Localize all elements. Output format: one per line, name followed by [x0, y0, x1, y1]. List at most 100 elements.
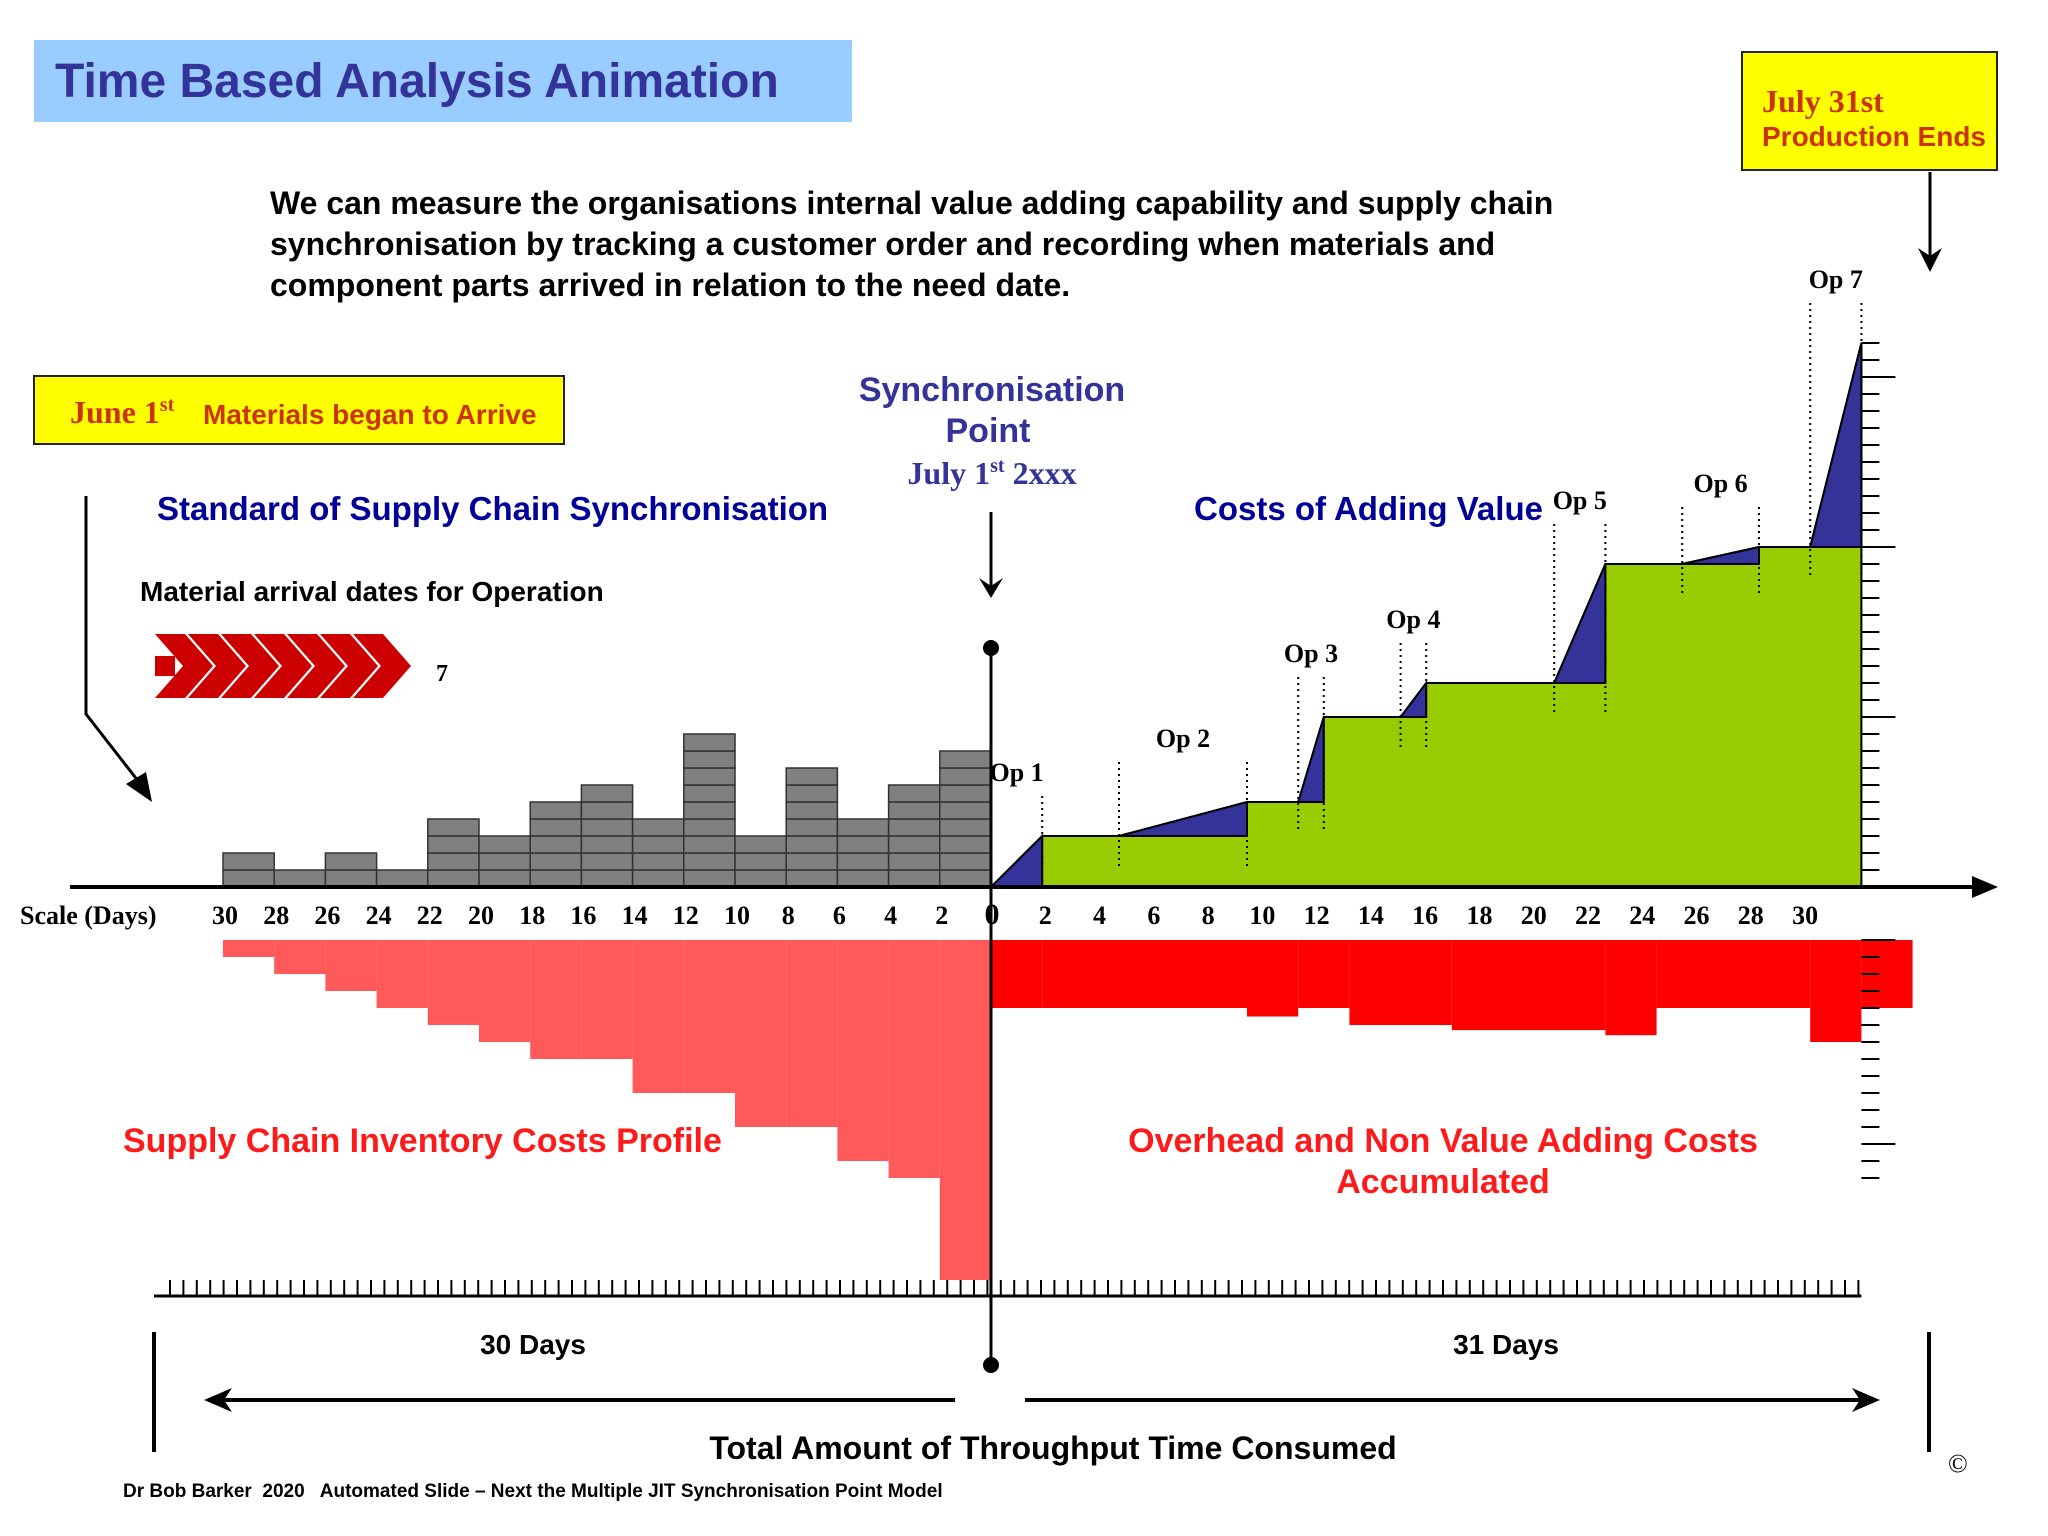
- supply-bar-block: [939, 818, 992, 837]
- supply-bar-block: [631, 869, 685, 888]
- material-arrival-label: Material arrival dates for Operation: [140, 576, 604, 607]
- inventory-step: [530, 940, 582, 1059]
- supply-bar-block: [836, 835, 890, 854]
- scale-label: Scale (Days): [20, 901, 156, 930]
- supply-bar-block: [785, 835, 839, 854]
- scale-tick-label: 14: [1358, 901, 1384, 930]
- overhead-step: [1042, 940, 1247, 1008]
- supply-bar-block: [683, 784, 736, 803]
- supply-bar-block: [683, 733, 736, 752]
- material-op-number: 7: [436, 661, 448, 687]
- inventory-step: [965, 940, 991, 1280]
- value-step-op-5: [1552, 563, 1607, 684]
- end-date-box: [1741, 51, 1998, 171]
- supply-bar-block: [580, 784, 634, 803]
- right-heading: Costs of Adding Value: [1194, 490, 1543, 527]
- inventory-step: [632, 940, 684, 1093]
- scale-tick-label: 22: [1575, 901, 1601, 930]
- overhead-step: [1810, 940, 1862, 1042]
- material-chevron-icon: [188, 634, 246, 698]
- op-label: Op 3: [1284, 639, 1338, 668]
- supply-bar-block: [683, 767, 736, 786]
- sync-point-subtitle: Point: [946, 412, 1031, 450]
- scale-tick-label: 16: [1412, 901, 1438, 930]
- scale-tick-label: 24: [1629, 901, 1655, 930]
- sync-point-title: Synchronisation: [859, 371, 1125, 409]
- supply-bar-block: [529, 801, 583, 820]
- supply-bar-block: [324, 869, 378, 888]
- supply-bar-block: [939, 767, 992, 786]
- left-duration: 30 Days: [480, 1329, 586, 1360]
- op-label: Op 6: [1694, 469, 1748, 498]
- sync-bottom-dot: [983, 1357, 999, 1373]
- overhead-step: [991, 940, 1043, 1008]
- supply-bar-block: [836, 818, 890, 837]
- supply-bar-block: [222, 852, 275, 871]
- value-step-op-2: [1118, 800, 1248, 837]
- footer-text: Dr Bob Barker 2020 Automated Slide – Nex…: [123, 1481, 943, 1502]
- sync-top-dot: [983, 640, 999, 656]
- op-dotted-lines: [1041, 303, 1863, 887]
- op-labels: Op 1 Op 2 Op 3 Op 4 Op 5 Op 6 Op 7: [990, 265, 1863, 787]
- intro-line-1: We can measure the organisations interna…: [270, 185, 1553, 221]
- op-label: Op 4: [1386, 605, 1440, 634]
- end-arrow-head-icon: [1918, 248, 1942, 272]
- overhead-profile: [991, 940, 1913, 1042]
- supply-bar-block: [683, 750, 736, 769]
- material-chevron-icon: [320, 634, 378, 698]
- supply-bar-block: [785, 767, 839, 786]
- value-step-op-7: [1808, 342, 1863, 548]
- supply-bar-block: [478, 869, 531, 888]
- scale-tick-label: 12: [673, 901, 699, 930]
- scale-tick-label: 24: [366, 901, 392, 930]
- inventory-step: [479, 940, 531, 1042]
- inventory-step: [581, 940, 633, 1059]
- page-title: Time Based Analysis Animation: [55, 55, 779, 108]
- op-label: Op 1: [990, 758, 1044, 787]
- scale-tick-label: 26: [1684, 901, 1710, 930]
- supply-bar-block: [683, 869, 736, 888]
- supply-bar-block: [734, 869, 787, 888]
- scale-tick-label: 8: [782, 901, 795, 930]
- overhead-step: [1605, 940, 1657, 1036]
- supply-bar-block: [887, 784, 941, 803]
- scale-tick-label: 20: [468, 901, 494, 930]
- sync-year: 2xxx: [1005, 455, 1077, 491]
- op-label: Op 2: [1156, 724, 1210, 753]
- supply-bar-block: [683, 852, 736, 871]
- inventory-step: [888, 940, 940, 1178]
- value-step-op-1: [988, 833, 1044, 888]
- scale-tick-label: 30: [1792, 901, 1818, 930]
- scale-tick-label: 6: [1147, 901, 1160, 930]
- start-arrow-head-icon: [126, 772, 152, 802]
- start-date: June 1: [70, 394, 160, 430]
- supply-bar-block: [939, 750, 992, 769]
- supply-bar-block: [887, 852, 941, 871]
- supply-bar-block: [478, 852, 531, 871]
- op-label: Op 7: [1809, 265, 1863, 294]
- start-date-text: Materials began to Arrive: [203, 399, 537, 430]
- supply-bar-block: [529, 835, 583, 854]
- inventory-step: [274, 940, 326, 974]
- inventory-step: [735, 940, 787, 1127]
- scale-tick-label: 28: [1738, 901, 1764, 930]
- material-chevron-tail: [155, 656, 175, 676]
- material-chevron-icon: [287, 634, 345, 698]
- scale-tick-label: 14: [622, 901, 648, 930]
- supply-bar-block: [939, 801, 992, 820]
- value-step-op-4: [1398, 680, 1428, 718]
- right-scale: [1861, 342, 1896, 1179]
- scale-tick-label: 6: [833, 901, 846, 930]
- material-chevron-icon: [353, 634, 411, 698]
- scale-tick-labels: 30 28 26 24 22 20 18 16 14 12 10 8 6 4 2 2 4 6 8 10 12 14 16 18…: [212, 901, 1818, 930]
- scale-tick-label: 28: [263, 901, 289, 930]
- supply-bar-block: [580, 835, 634, 854]
- material-chevron-icon: [254, 634, 312, 698]
- overhead-step: [1349, 940, 1452, 1025]
- supply-bar-block: [683, 801, 736, 820]
- supply-bar-block: [631, 818, 685, 837]
- supply-bars: [222, 733, 992, 888]
- inventory-step: [939, 940, 966, 1280]
- supply-bar-block: [631, 852, 685, 871]
